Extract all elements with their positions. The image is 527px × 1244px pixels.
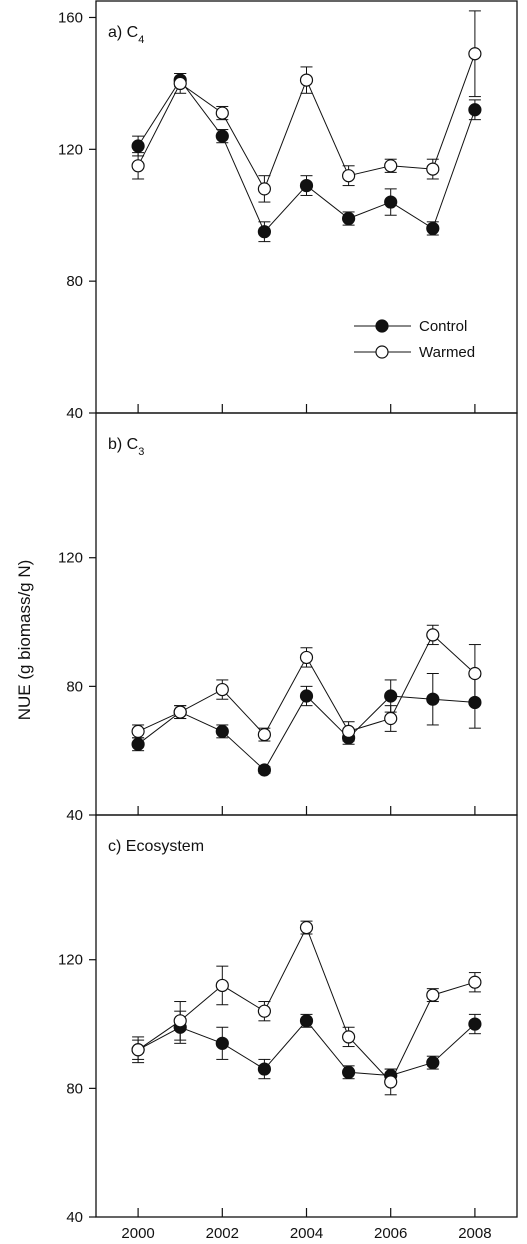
- point-control: [342, 1065, 356, 1079]
- point-warmed: [342, 169, 356, 183]
- point-control: [299, 1014, 314, 1028]
- point-warmed: [173, 705, 187, 719]
- point-warmed: [468, 975, 482, 989]
- y-tick-label: 80: [66, 678, 83, 695]
- legend-marker-warmed: [375, 345, 389, 359]
- point-warmed: [173, 76, 187, 91]
- point-warmed: [299, 73, 314, 87]
- panel-title-subscript: 4: [138, 34, 144, 46]
- point-control: [468, 103, 482, 117]
- point-warmed: [257, 727, 271, 742]
- point-control: [468, 1017, 482, 1031]
- point-control: [131, 139, 145, 153]
- point-warmed: [468, 47, 482, 61]
- point-control: [342, 211, 356, 226]
- panel-title: c) Ecosystem: [108, 838, 204, 855]
- labels-layer: 40 80 120 160 a) C4 Control Warmed 40 80 120 b) C3…: [58, 9, 492, 1242]
- point-control: [426, 221, 440, 236]
- x-tick-label: 2002: [206, 1225, 239, 1242]
- panel-frame-2: [95, 412, 518, 816]
- point-warmed: [384, 159, 398, 173]
- y-tick-label: 160: [58, 9, 83, 26]
- x-tick-label: 2008: [458, 1225, 491, 1242]
- point-control: [215, 129, 229, 143]
- point-control: [299, 178, 314, 193]
- y-tick-label: 40: [66, 807, 83, 824]
- point-warmed: [299, 650, 314, 665]
- legend-marker-control: [375, 319, 389, 333]
- legend-label-control: Control: [419, 318, 467, 335]
- point-control: [215, 1036, 229, 1050]
- point-warmed: [426, 628, 440, 642]
- point-warmed: [257, 1004, 271, 1018]
- point-control: [257, 763, 271, 777]
- point-warmed: [299, 920, 314, 935]
- series-line-control: [137, 1020, 476, 1077]
- point-control: [257, 225, 271, 239]
- point-warmed: [131, 1043, 145, 1057]
- y-tick-label: 120: [58, 550, 83, 567]
- point-warmed: [215, 682, 229, 697]
- point-control: [215, 724, 229, 738]
- point-warmed: [215, 106, 229, 120]
- panel-title: a) C4: [108, 24, 144, 46]
- y-tick-label: 40: [66, 405, 83, 422]
- point-control: [299, 689, 314, 703]
- point-control: [257, 1062, 271, 1076]
- x-tick-label: 2004: [290, 1225, 323, 1242]
- point-control: [384, 689, 398, 703]
- point-warmed: [131, 159, 145, 173]
- point-warmed: [426, 162, 440, 176]
- point-control: [384, 195, 398, 209]
- panel-title-subscript: 3: [138, 446, 144, 458]
- series-line-warmed: [137, 926, 476, 1083]
- point-control: [426, 692, 440, 706]
- point-warmed: [342, 724, 356, 738]
- ticks-layer: [89, 16, 476, 1218]
- point-warmed: [384, 711, 398, 726]
- point-warmed: [215, 978, 229, 993]
- x-tick-label: 2006: [374, 1225, 407, 1242]
- point-warmed: [468, 666, 482, 681]
- series-layer: [131, 10, 482, 1096]
- series-line-control: [137, 79, 476, 233]
- point-warmed: [426, 988, 440, 1002]
- y-tick-label: 40: [66, 1209, 83, 1226]
- panel-title: b) C3: [108, 436, 144, 458]
- point-control: [468, 695, 482, 710]
- point-warmed: [257, 182, 271, 196]
- y-tick-label: 120: [58, 141, 83, 158]
- y-tick-label: 120: [58, 952, 83, 969]
- point-warmed: [131, 724, 145, 738]
- y-tick-label: 80: [66, 273, 83, 290]
- point-warmed: [173, 1014, 187, 1028]
- y-axis-label: NUE (g biomass/g N): [15, 560, 34, 721]
- y-tick-label: 80: [66, 1080, 83, 1097]
- x-tick-label: 2000: [121, 1225, 154, 1242]
- point-warmed: [384, 1075, 398, 1089]
- point-control: [131, 737, 145, 751]
- point-control: [426, 1056, 440, 1070]
- legend-label-warmed: Warmed: [419, 344, 475, 361]
- point-warmed: [342, 1030, 356, 1044]
